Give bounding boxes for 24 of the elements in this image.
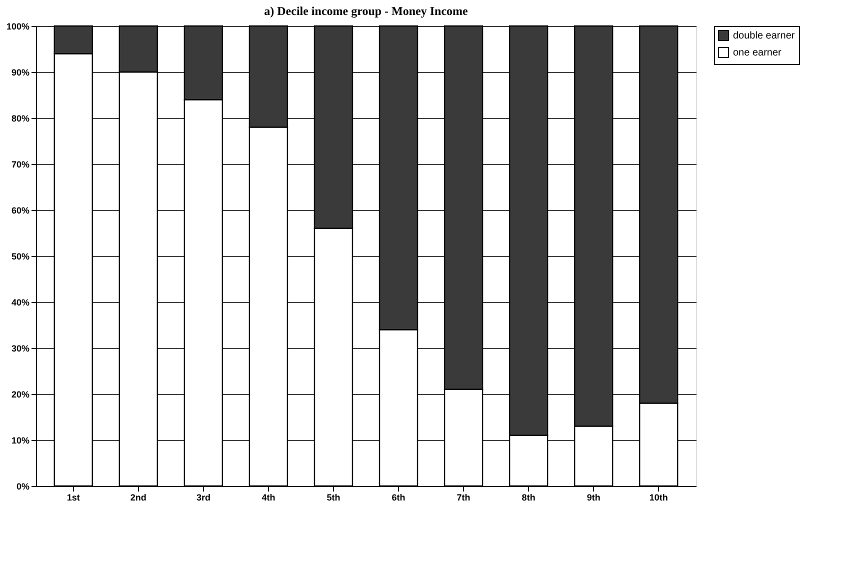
y-tick-label: 10% — [11, 436, 30, 446]
y-tick-label: 80% — [11, 114, 30, 124]
y-tick-label: 90% — [11, 68, 30, 78]
y-tick-label: 60% — [11, 206, 30, 216]
y-tick-label: 20% — [11, 390, 30, 400]
x-tick-label: 9th — [586, 492, 600, 502]
y-tick-label: 70% — [11, 160, 30, 170]
x-tick-label: 2nd — [130, 492, 146, 502]
y-tick-label: 30% — [11, 344, 30, 354]
x-tick-label: 7th — [456, 492, 470, 502]
legend-label: one earner — [733, 48, 782, 58]
x-tick-label: 1st — [66, 492, 80, 502]
x-tick-label: 6th — [392, 492, 406, 502]
y-tick-label: 100% — [6, 22, 30, 32]
x-tick-label: 5th — [326, 492, 340, 502]
x-tick-label: 3rd — [196, 492, 210, 502]
y-tick-label: 0% — [16, 482, 30, 492]
chart-title: a) Decile income group - Money Income — [264, 4, 469, 18]
x-tick-label: 8th — [522, 492, 536, 502]
legend-label: double earner — [733, 30, 796, 42]
x-tick-label: 10th — [649, 492, 668, 502]
y-tick-label: 50% — [11, 252, 30, 262]
x-tick-label: 4th — [262, 492, 276, 502]
y-tick-label: 40% — [11, 298, 30, 308]
